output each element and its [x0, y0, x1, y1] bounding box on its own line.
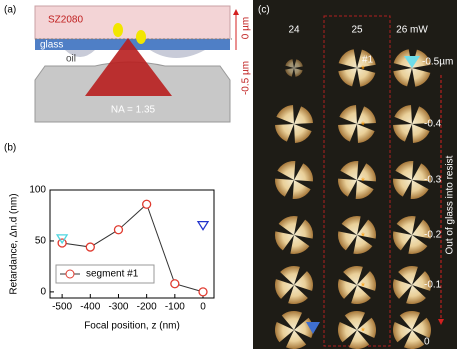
panel-label: (c) [258, 5, 270, 16]
asterisk: * [361, 232, 365, 243]
pinwheel [275, 105, 313, 143]
column-label: 24 [288, 25, 300, 36]
voxel [113, 23, 123, 37]
arrow-label: Out of glass into resist [445, 155, 456, 254]
series-line [62, 203, 204, 293]
panel-label: (b) [4, 143, 16, 154]
row-label: -0.3 [424, 175, 442, 186]
x-tick-label: -500 [52, 302, 72, 313]
pinwheel [338, 311, 376, 349]
row-label: -0.4 [424, 119, 442, 130]
voxel [136, 30, 146, 44]
pinwheel [338, 161, 376, 199]
scale-bottom: -0.5 µm [241, 61, 252, 95]
pinwheel [393, 105, 431, 143]
resist-label: SZ2080 [48, 15, 83, 26]
na-label: NA = 1.35 [111, 105, 156, 116]
asterisk: * [361, 282, 365, 293]
panel-label: (a) [4, 5, 16, 16]
segment-label: #1 [362, 55, 374, 66]
pinwheel [393, 49, 431, 87]
data-point [85, 242, 95, 252]
row-label: -0.2 [424, 230, 442, 241]
row-label: 0 [424, 337, 430, 348]
pinwheel [275, 311, 313, 349]
legend-label: segment #1 [86, 269, 139, 280]
asterisk: * [361, 65, 365, 76]
pinwheel [393, 216, 431, 254]
legend-marker [65, 269, 75, 279]
data-point [198, 287, 208, 297]
row-label: -0.5µm [422, 57, 453, 68]
pinwheel [275, 266, 313, 304]
plot-frame [49, 189, 215, 299]
x-tick-label: 0 [200, 302, 206, 313]
legend-box [55, 264, 155, 284]
pinwheel [275, 216, 313, 254]
panel-b: (b) Focal position, z (nm) Retardance, Δ… [4, 143, 215, 332]
x-tick-label: -200 [137, 302, 157, 313]
pinwheel [393, 161, 431, 199]
marker [196, 221, 210, 231]
asterisk: * [361, 327, 365, 338]
pinwheel [285, 59, 303, 77]
asterisk: * [361, 177, 365, 188]
x-tick-label: -300 [108, 302, 128, 313]
column-label: 26 mW [396, 25, 428, 36]
scale-top: 0 µm [241, 17, 252, 39]
panel-c: (c) 24 25 26 mW Out of glass into resist… [253, 0, 457, 349]
oil-label: oil [66, 54, 76, 65]
highlight-box [323, 15, 391, 347]
pinwheel [275, 161, 313, 199]
y-tick-label: 50 [35, 236, 47, 247]
pinwheel [393, 311, 431, 349]
data-point [170, 279, 180, 289]
marker [55, 234, 69, 245]
x-axis-title: Focal position, z (nm) [84, 321, 180, 332]
oil [65, 50, 205, 58]
x-tick-label: -400 [80, 302, 100, 313]
asterisk: * [361, 121, 365, 132]
pinwheel [338, 49, 376, 87]
pinwheel [338, 105, 376, 143]
column-label: 25 [351, 25, 363, 36]
panel-a: (a) SZ2080 glass oil NA = 1.35 0 µm -0.5… [4, 5, 252, 123]
pinwheel [338, 216, 376, 254]
data-point [142, 199, 152, 209]
data-point [113, 225, 124, 235]
focus-cone [85, 38, 172, 96]
x-tick-label: -100 [165, 302, 185, 313]
pinwheel [393, 266, 431, 304]
blue-marker [306, 322, 320, 334]
y-axis-title: Retardance, Δn.d (nm) [9, 193, 20, 294]
glass-label: glass [40, 40, 63, 51]
pinwheel [338, 266, 376, 304]
y-tick-label: 100 [29, 185, 46, 196]
y-tick-label: 0 [40, 287, 46, 298]
row-label: -0.1 [424, 280, 442, 291]
resist-layer [34, 5, 231, 40]
cyan-marker [404, 56, 420, 68]
